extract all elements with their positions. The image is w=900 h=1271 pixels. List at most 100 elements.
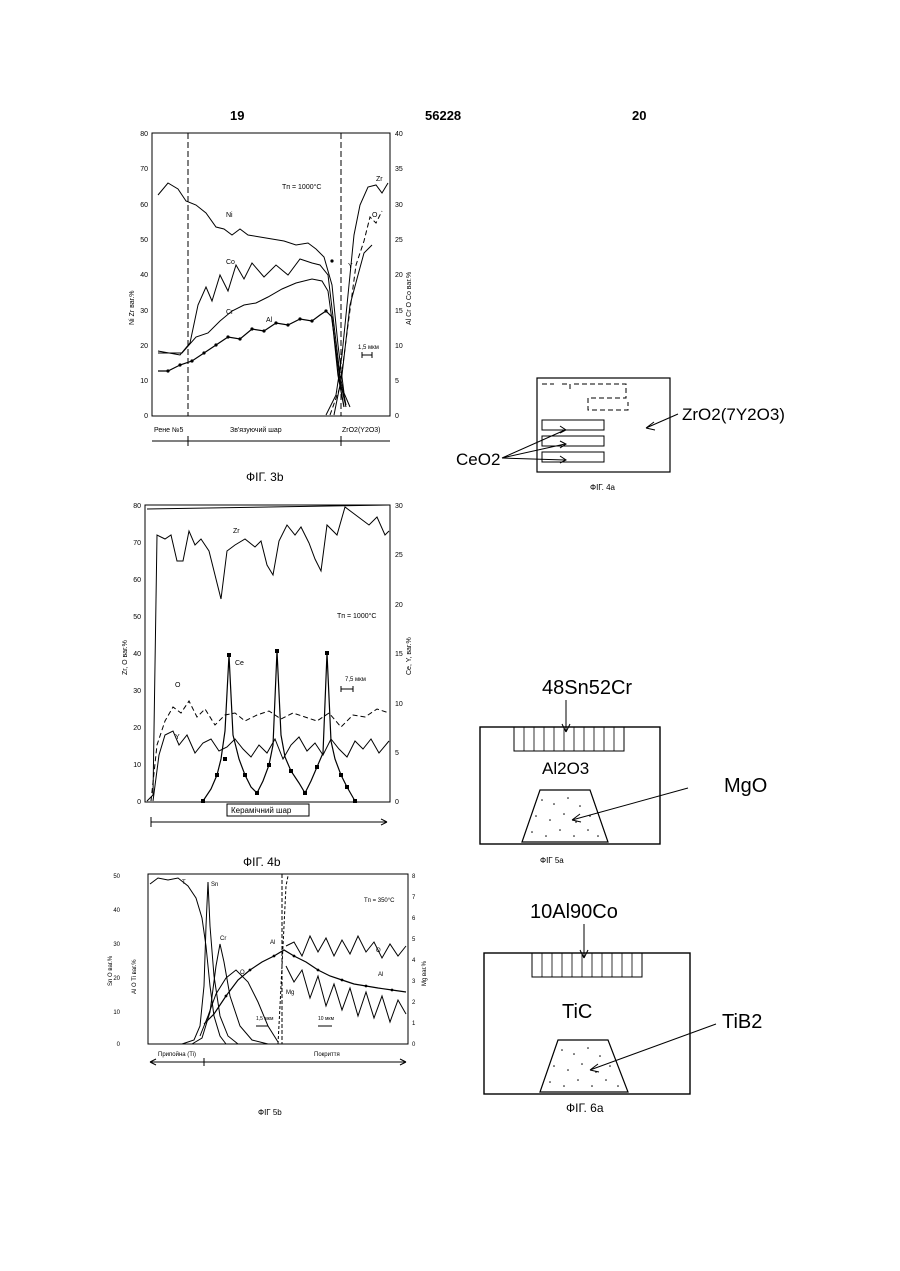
fig4b-scale: 7,5 мкм [345, 677, 366, 683]
fig5a-insert-label: MgO [724, 775, 767, 797]
fig5b-temperature: Tп = 350°C [364, 898, 395, 904]
fig4b-left-axis-label: Zr, O ваг.% [122, 640, 129, 675]
fig3b-right-axis-label: Al Cr O Co ваг.% [406, 272, 413, 325]
fig3b-left-tick: 60 [140, 202, 148, 209]
fig4b-zone: Керамічний шар [231, 806, 292, 815]
fig3b-left-tick: 70 [140, 166, 148, 173]
fig5b-right-tick: 1 [412, 1021, 416, 1027]
fig6a-matrix-label: TiC [562, 1001, 592, 1023]
fig3b-zr-label: Zr [376, 176, 383, 183]
fig4b-left-tick: 60 [133, 577, 141, 584]
fig5a-matrix-label: Al2O3 [542, 759, 589, 778]
fig5a-top-label: 48Sn52Cr [542, 677, 632, 699]
fig5b-al-markers [225, 955, 394, 998]
fig4b-zr-curve [147, 507, 389, 801]
fig4b-o-label: O [175, 682, 181, 689]
fig5b-zone-solder: Припойна (Ti) [158, 1051, 196, 1058]
fig3b-ni-curve [158, 183, 350, 407]
fig5b-left-axis-label: Sn O ваг.% [108, 955, 114, 986]
fig4b-temperature: Tп = 1000°C [337, 612, 376, 620]
fig5b-mg-label: Mg [286, 990, 294, 996]
fig5b-right-tick: 6 [412, 916, 416, 922]
fig3b-ni-label: Ni [226, 212, 233, 219]
fig3b-cr-label: Cr [226, 309, 234, 316]
fig4b-right-tick: 5 [395, 750, 399, 757]
fig5b-al2-curve [286, 966, 406, 1022]
fig3b-left-tick: 40 [140, 272, 148, 279]
fig3b-o-label: O [372, 212, 378, 219]
fig3b-co-label: Co [226, 259, 235, 266]
fig5b-right-tick: 3 [412, 979, 416, 985]
fig5b-t-curve [150, 878, 226, 1044]
fig4b-right-tick: 30 [395, 503, 403, 510]
fig6a-caption: ФІГ. 6a [566, 1101, 604, 1115]
figure-5a-diagram: 48Sn52Cr Al2O3 MgO [470, 670, 790, 850]
fig4a-ceo2-label: CeO2 [456, 450, 500, 469]
fig3b-right-tick: 20 [395, 272, 403, 279]
fig5b-left-tick: 10 [113, 1010, 120, 1016]
fig5b-sn-curve [182, 882, 238, 1044]
figure-3b-graph: 80 70 60 50 40 30 20 10 0 40 35 30 25 20… [120, 125, 420, 455]
fig3b-right-tick: 40 [395, 131, 403, 138]
page-number-right: 20 [632, 108, 646, 123]
fig4b-left-tick: 20 [133, 725, 141, 732]
fig3b-right-tick: 30 [395, 202, 403, 209]
fig4b-left-tick: 10 [133, 762, 141, 769]
fig3b-scale: 1,5 мкм [358, 345, 379, 351]
fig4b-left-tick: 50 [133, 614, 141, 621]
fig5b-zone-coating: Покриття [314, 1052, 340, 1058]
fig4b-left-tick: 80 [133, 503, 141, 510]
fig3b-temperature: Tп = 1000°C [282, 183, 321, 191]
fig5b-al-label: Al [270, 940, 275, 946]
fig4b-ce-label: Ce [235, 660, 244, 667]
patent-number: 56228 [425, 108, 461, 123]
fig3b-right-tick: 0 [395, 413, 399, 420]
fig3b-right-tick: 15 [395, 308, 403, 315]
fig5b-mg-curve [278, 876, 288, 1044]
fig5b-right-tick: 4 [412, 958, 416, 964]
fig3b-cr-curve [158, 279, 346, 407]
fig3b-left-tick: 0 [144, 413, 148, 420]
fig5b-left2-axis-label: Al O Ti ваг.% [132, 959, 138, 994]
fig3b-al-markers [166, 259, 333, 372]
fig3b-right-tick: 10 [395, 343, 403, 350]
fig3b-y-curve [334, 245, 372, 415]
fig5b-left-tick: 20 [113, 976, 120, 982]
page-number-left: 19 [230, 108, 244, 123]
fig4b-left-tick: 40 [133, 651, 141, 658]
fig3b-al-label: Al [266, 317, 273, 324]
fig4b-right-tick: 15 [395, 651, 403, 658]
fig5b-caption: ФІГ 5b [258, 1108, 282, 1117]
fig3b-right-tick: 35 [395, 166, 403, 173]
fig4b-zr-label: Zr [233, 528, 240, 535]
fig5b-left-tick: 30 [113, 942, 120, 948]
fig5b-o-curve [200, 970, 278, 1042]
fig3b-left-tick: 80 [140, 131, 148, 138]
fig4b-left-tick: 30 [133, 688, 141, 695]
fig4b-right-tick: 25 [395, 552, 403, 559]
fig3b-y-label: Y [348, 263, 353, 270]
fig3b-right-tick: 25 [395, 237, 403, 244]
fig3b-caption: ФІГ. 3b [246, 470, 284, 484]
figure-6a-diagram: 10Al90Co TiC TiB2 [470, 890, 790, 1105]
fig5b-right-axis-label: Mg ваг.% [422, 960, 428, 986]
fig5a-insert [522, 790, 608, 842]
fig5b-cr-label: Cr [220, 936, 226, 942]
fig5b-al2-label: Al [378, 972, 383, 978]
fig4b-right-tick: 20 [395, 602, 403, 609]
fig5b-scale1: 1,5 мкм [256, 1016, 274, 1022]
fig5b-o2-curve [286, 936, 406, 958]
fig4b-o-curve [151, 701, 389, 801]
fig4b-right-tick: 10 [395, 701, 403, 708]
fig4b-right-tick: 0 [395, 799, 399, 806]
fig4a-zro2-label: ZrO2(7Y2O3) [682, 405, 785, 424]
fig5b-left-tick: 50 [113, 874, 120, 880]
figure-4b-graph: 80 70 60 50 40 30 20 10 0 30 25 20 15 10… [115, 495, 425, 840]
fig3b-left-tick: 20 [140, 343, 148, 350]
fig5b-left-tick: 0 [117, 1042, 121, 1048]
figure-5b-graph: 50 40 30 20 10 0 8 7 6 5 4 3 2 1 0 Sn O … [102, 866, 432, 1076]
fig6a-top-label: 10Al90Co [530, 901, 618, 923]
fig5b-right-tick: 7 [412, 895, 416, 901]
fig5b-t-label: T [182, 880, 186, 886]
fig5b-o2-label: O [376, 948, 381, 954]
